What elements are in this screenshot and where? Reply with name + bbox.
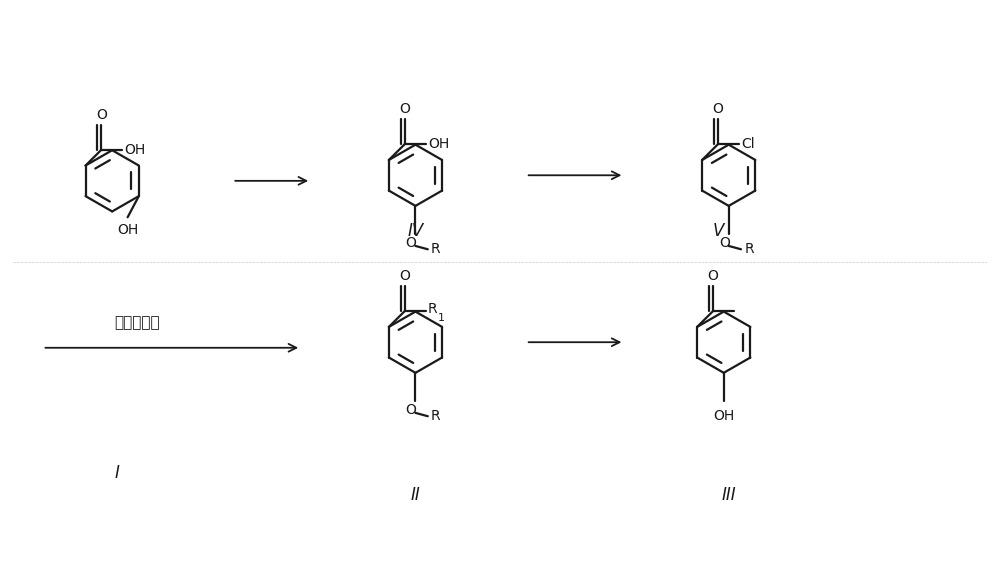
Text: 烧基化试剂: 烧基化试剂 xyxy=(114,315,160,330)
Text: O: O xyxy=(712,102,723,116)
Text: II: II xyxy=(411,486,420,504)
Text: OH: OH xyxy=(117,223,138,237)
Text: O: O xyxy=(399,102,410,116)
Text: OH: OH xyxy=(428,137,449,151)
Text: R: R xyxy=(427,302,437,316)
Text: 1: 1 xyxy=(438,313,445,323)
Text: Cl: Cl xyxy=(741,137,755,151)
Text: III: III xyxy=(721,486,736,504)
Text: O: O xyxy=(399,269,410,283)
Text: R: R xyxy=(744,242,754,256)
Text: R: R xyxy=(431,242,441,256)
Text: V: V xyxy=(713,222,724,240)
Text: OH: OH xyxy=(125,143,146,157)
Text: O: O xyxy=(406,404,416,418)
Text: O: O xyxy=(96,107,107,121)
Text: O: O xyxy=(707,269,718,283)
Text: O: O xyxy=(406,237,416,251)
Text: IV: IV xyxy=(407,222,424,240)
Text: I: I xyxy=(115,464,120,482)
Text: O: O xyxy=(719,237,730,251)
Text: OH: OH xyxy=(713,409,734,423)
Text: R: R xyxy=(431,409,441,423)
